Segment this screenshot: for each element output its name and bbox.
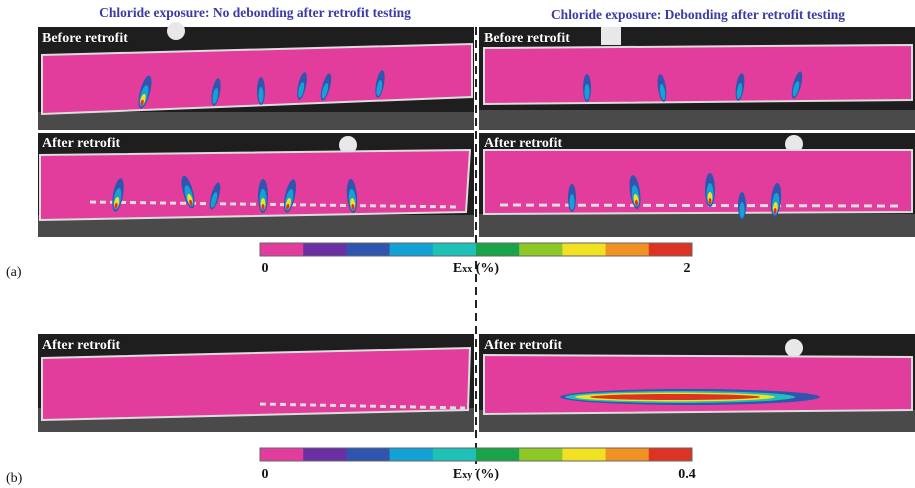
right-title: Chloride exposure: Debonding after retro… <box>551 7 845 22</box>
image-label: Before retrofit <box>484 31 570 46</box>
image-label: After retrofit <box>484 136 562 151</box>
colorbar-segment <box>303 448 347 461</box>
image: After retrofit <box>479 334 915 432</box>
colorbar-segment <box>648 243 693 256</box>
colorbar-min: 0 <box>262 467 269 482</box>
colorbar-segment <box>432 243 477 256</box>
image-label: Before retrofit <box>42 31 128 46</box>
colorbar-segment <box>519 243 563 256</box>
colorbar-segment <box>562 243 607 256</box>
left-title: Chloride exposure: No debonding after re… <box>99 5 411 20</box>
panel-tag: (b) <box>6 471 23 486</box>
image: After retrofit <box>479 133 915 237</box>
colorbar-segment <box>605 448 650 461</box>
image: Before retrofit <box>38 22 474 130</box>
colorbar <box>259 447 693 462</box>
panel-tag: (a) <box>6 265 22 280</box>
image: Before retrofit <box>479 27 915 130</box>
colorbar-segment <box>432 448 477 461</box>
colorbar-label: Exx (%) <box>453 261 500 276</box>
colorbar-segment <box>519 448 563 461</box>
colorbar-segment <box>605 243 650 256</box>
image-label: After retrofit <box>484 338 562 353</box>
colorbar-segment <box>476 448 520 461</box>
colorbar-border <box>259 447 693 462</box>
colorbar-max: 2 <box>684 261 691 276</box>
colorbar-segment <box>562 448 607 461</box>
image: After retrofit <box>38 133 474 237</box>
colorbar-segment <box>260 243 304 256</box>
colorbar-max: 0.4 <box>678 467 696 482</box>
colorbar-border <box>259 242 693 257</box>
colorbar-segment <box>648 448 693 461</box>
colorbar-label: Exy (%) <box>453 467 500 482</box>
colorbar-min: 0 <box>262 261 269 276</box>
colorbar-segment <box>476 243 520 256</box>
colorbar-segment <box>346 448 391 461</box>
colorbar-segment <box>260 448 304 461</box>
image-label: After retrofit <box>42 338 120 353</box>
colorbar-segment <box>389 243 434 256</box>
colorbar-segment <box>389 448 434 461</box>
colorbar-segment <box>346 243 391 256</box>
image-label: After retrofit <box>42 136 120 151</box>
image: After retrofit <box>38 334 474 432</box>
colorbar <box>259 242 693 257</box>
colorbar-segment <box>303 243 347 256</box>
